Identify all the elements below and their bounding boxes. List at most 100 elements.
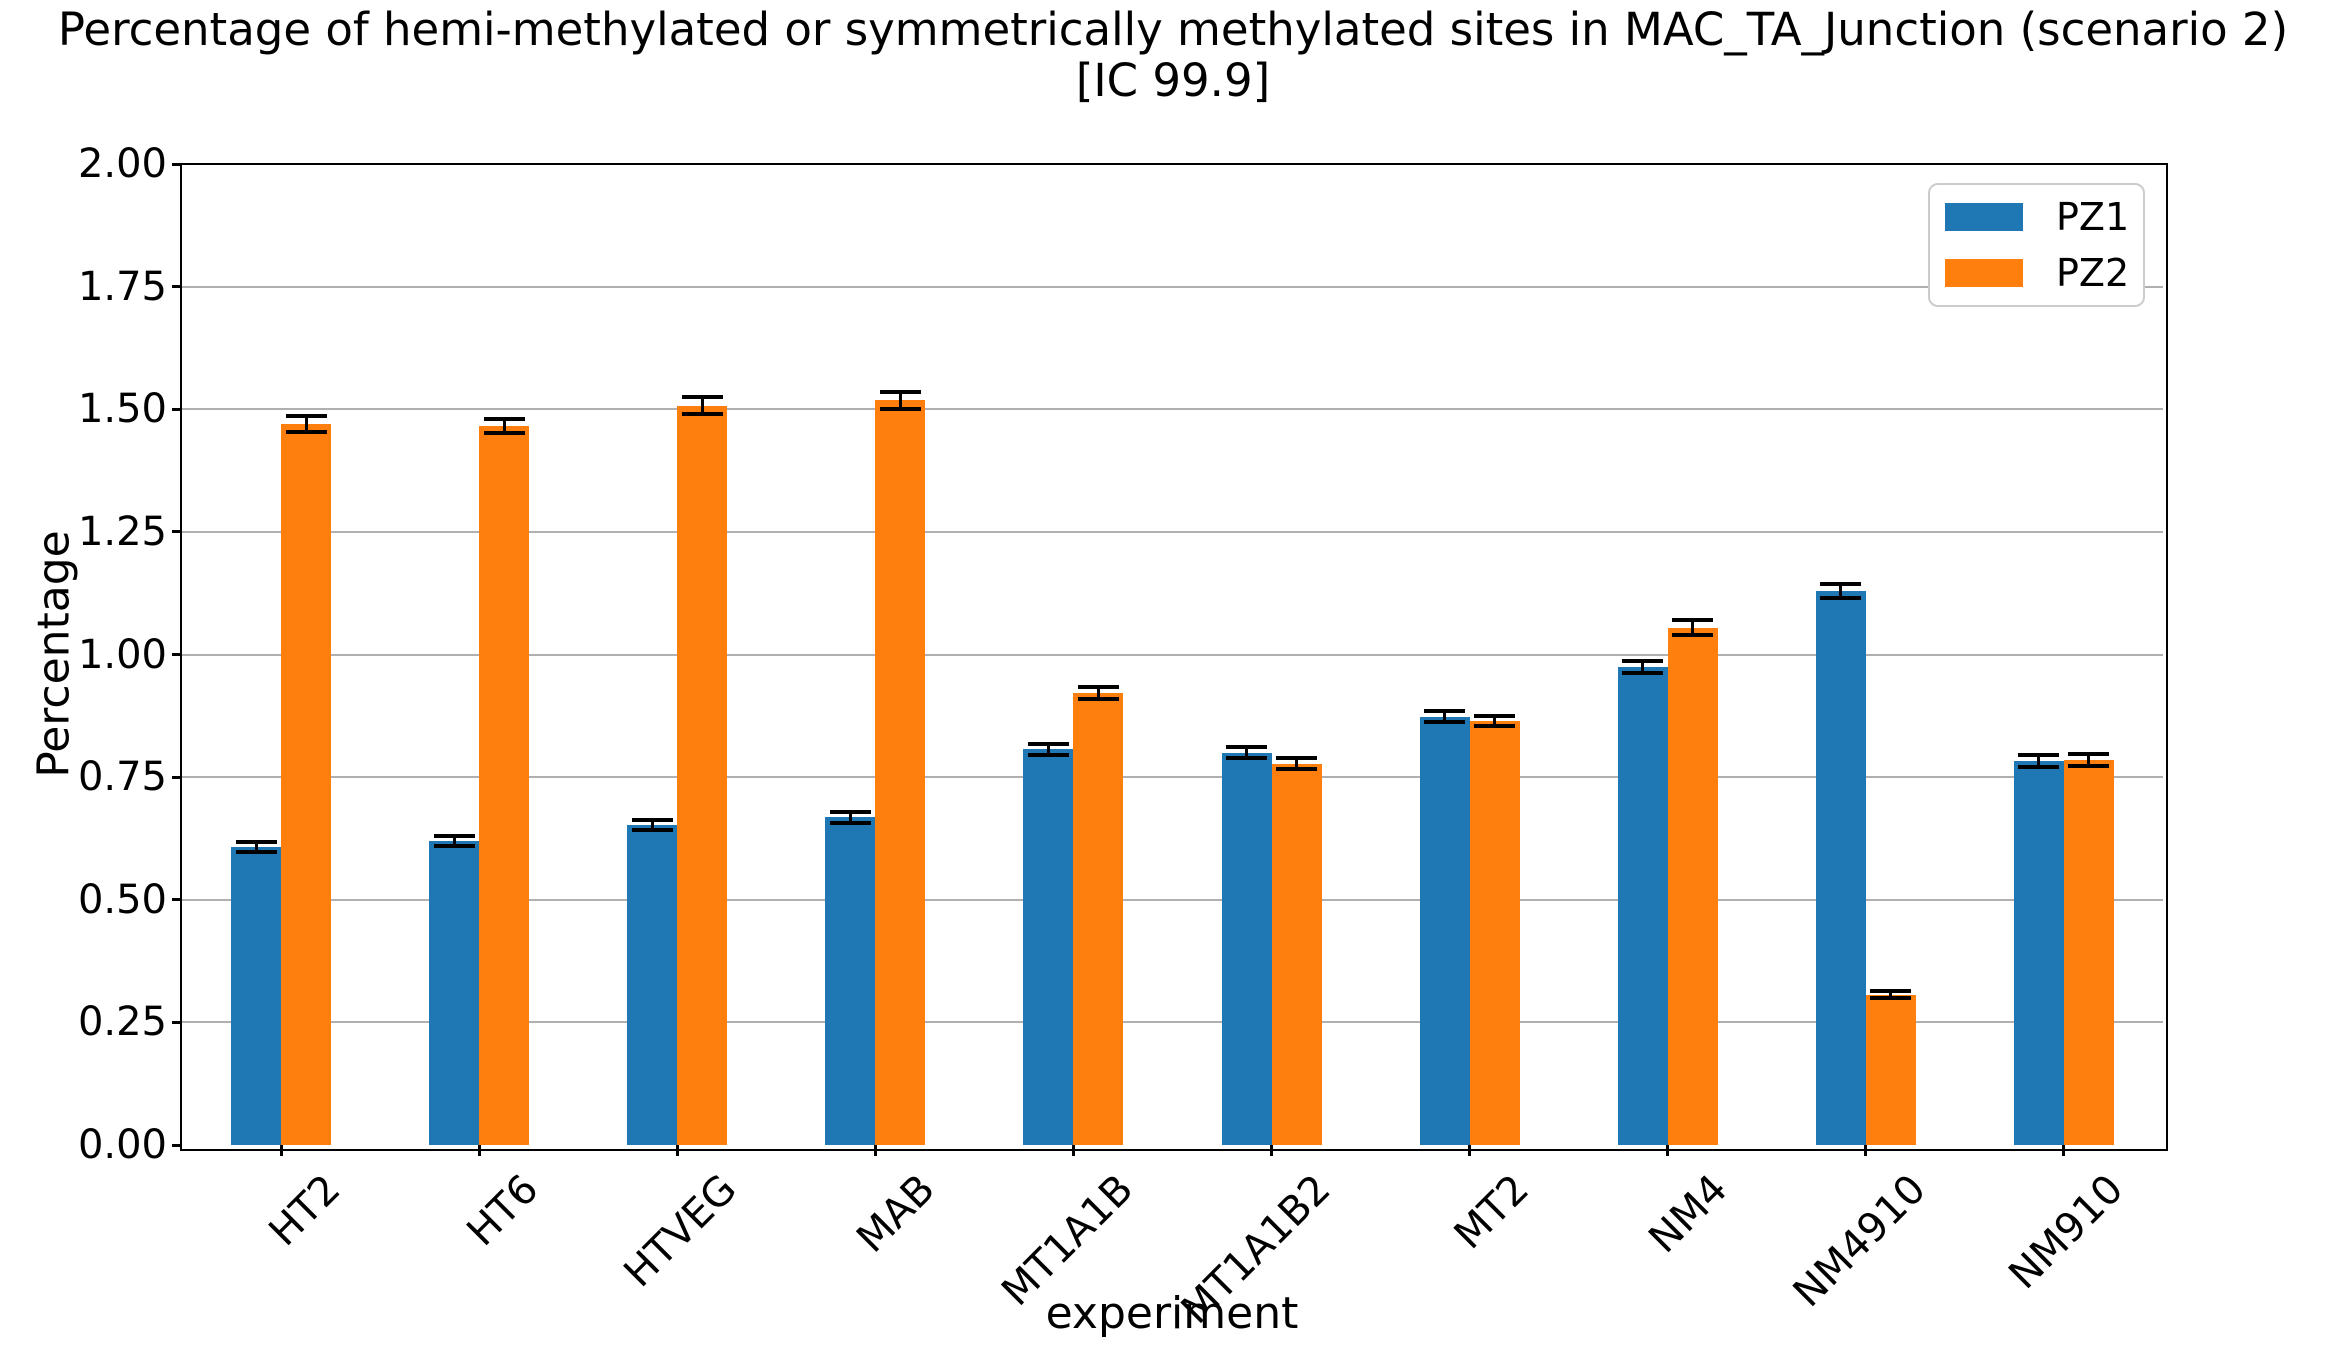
error-bar-PZ2-MT1A1B <box>1096 686 1100 699</box>
x-tick-label: MAB <box>848 1166 944 1262</box>
bar-PZ1-MT2 <box>1419 716 1470 1145</box>
y-tick <box>172 162 182 166</box>
y-tick <box>172 530 182 534</box>
error-bar-PZ1-MAB <box>848 811 852 823</box>
error-cap-bottom-PZ1-HT6 <box>433 843 475 848</box>
legend-swatch-pz2 <box>1945 259 2023 287</box>
x-tick <box>1666 1145 1670 1156</box>
y-tick-label: 2.00 <box>77 141 167 187</box>
error-cap-bottom-PZ1-MT1A1B <box>1027 752 1069 757</box>
error-bar-PZ2-MT2 <box>1493 716 1497 727</box>
x-tick <box>2062 1145 2066 1156</box>
x-tick <box>1270 1145 1274 1156</box>
error-cap-bottom-PZ2-HT2 <box>285 429 327 434</box>
bar-PZ2-MT1A1B2 <box>1271 763 1322 1145</box>
y-tick <box>172 1143 182 1147</box>
error-cap-top-PZ1-HTVEG <box>631 817 673 822</box>
error-cap-top-PZ2-MAB <box>879 389 921 394</box>
bar-PZ1-NM4 <box>1617 667 1668 1145</box>
error-cap-bottom-PZ1-NM910 <box>2018 764 2060 769</box>
error-cap-top-PZ2-NM910 <box>2068 752 2110 757</box>
error-cap-top-PZ2-HTVEG <box>681 395 723 400</box>
bar-PZ2-HT2 <box>281 423 332 1145</box>
error-bar-PZ1-HTVEG <box>650 819 654 830</box>
gridline <box>182 898 2163 901</box>
error-bar-PZ2-HT6 <box>502 418 506 434</box>
bar-PZ1-MT1A1B <box>1023 749 1074 1145</box>
legend-swatch-pz1 <box>1945 203 2023 231</box>
error-cap-bottom-PZ2-HT6 <box>483 431 525 436</box>
gridline <box>182 1021 2163 1024</box>
error-cap-top-PZ1-MT2 <box>1424 709 1466 714</box>
y-tick <box>172 775 182 779</box>
gridline <box>182 408 2163 411</box>
error-cap-bottom-PZ1-NM4910 <box>1820 595 1862 600</box>
error-bar-PZ2-NM4 <box>1691 620 1695 635</box>
error-cap-bottom-PZ2-NM4910 <box>1870 996 1912 1001</box>
x-tick-label: HT6 <box>458 1166 548 1256</box>
error-cap-bottom-PZ2-NM910 <box>2068 763 2110 768</box>
y-tick-label: 0.50 <box>77 876 167 923</box>
y-tick-label: 1.75 <box>77 263 167 310</box>
x-tick-label: MT2 <box>1445 1166 1539 1259</box>
y-tick <box>172 653 182 656</box>
x-tick <box>1071 1145 1075 1156</box>
error-bar-PZ2-MAB <box>898 391 902 410</box>
error-bar-PZ2-MT1A1B2 <box>1295 758 1299 770</box>
bar-PZ2-MT2 <box>1469 721 1520 1145</box>
y-tick <box>172 898 182 902</box>
legend-label-pz1: PZ1 <box>2056 195 2130 239</box>
x-tick <box>1468 1145 1472 1156</box>
bar-PZ1-HT6 <box>429 840 480 1145</box>
legend-item-pz2: PZ2 <box>1945 254 2143 292</box>
legend: PZ1 PZ2 <box>1928 183 2145 307</box>
y-tick-label: 1.25 <box>77 508 167 555</box>
x-tick-label: NM4910 <box>1784 1166 1935 1317</box>
error-cap-top-PZ1-HT6 <box>433 833 475 838</box>
gridline <box>182 653 2163 656</box>
legend-label-pz2: PZ2 <box>2056 251 2130 295</box>
gridline <box>182 285 2163 288</box>
error-bar-PZ1-NM910 <box>2037 755 2041 767</box>
chart-title-line2: [IC 99.9] <box>1075 54 1271 107</box>
bar-PZ2-MAB <box>875 400 926 1145</box>
x-tick <box>477 1145 481 1156</box>
error-bar-PZ1-NM4910 <box>1839 583 1843 598</box>
error-bar-PZ1-MT1A1B2 <box>1245 747 1249 758</box>
x-tick-label: HT2 <box>260 1166 350 1256</box>
error-cap-top-PZ1-HT2 <box>235 840 277 845</box>
error-cap-top-PZ1-MAB <box>829 809 871 814</box>
error-cap-bottom-PZ2-MT2 <box>1474 724 1516 729</box>
y-tick-label: 0.75 <box>77 754 167 801</box>
error-bar-PZ1-HT6 <box>452 835 456 846</box>
y-tick <box>172 1020 182 1024</box>
error-bar-PZ2-HTVEG <box>700 397 704 415</box>
y-tick-label: 1.50 <box>77 386 167 433</box>
bar-PZ2-HTVEG <box>677 405 728 1145</box>
x-tick <box>873 1145 877 1156</box>
bar-PZ2-NM4 <box>1667 627 1718 1145</box>
error-bar-PZ1-NM4 <box>1641 661 1645 674</box>
x-axis-label: experiment <box>1045 1288 1299 1339</box>
y-tick-label: 0.25 <box>77 999 167 1046</box>
error-cap-bottom-PZ1-MT2 <box>1424 720 1466 725</box>
error-cap-bottom-PZ2-MT1A1B2 <box>1276 767 1318 772</box>
error-cap-bottom-PZ2-MAB <box>879 407 921 412</box>
error-cap-top-PZ2-MT2 <box>1474 714 1516 719</box>
bar-PZ2-NM4910 <box>1865 994 1916 1145</box>
x-tick <box>675 1145 679 1156</box>
x-tick-label: NM4 <box>1640 1166 1737 1263</box>
bar-PZ1-NM910 <box>2013 760 2064 1145</box>
error-bar-PZ2-HT2 <box>304 416 308 432</box>
error-cap-top-PZ2-MT1A1B <box>1077 684 1119 689</box>
error-cap-bottom-PZ1-HTVEG <box>631 827 673 832</box>
x-tick-label: HTVEG <box>615 1166 746 1297</box>
error-cap-bottom-PZ1-MT1A1B2 <box>1226 755 1268 760</box>
error-cap-bottom-PZ2-NM4 <box>1672 632 1714 637</box>
x-tick <box>1864 1145 1868 1156</box>
error-cap-top-PZ1-NM4 <box>1622 659 1664 664</box>
error-cap-top-PZ1-NM910 <box>2018 753 2060 758</box>
error-cap-top-PZ2-NM4 <box>1672 618 1714 623</box>
chart-title: Percentage of hemi-methylated or symmetr… <box>0 4 2346 106</box>
